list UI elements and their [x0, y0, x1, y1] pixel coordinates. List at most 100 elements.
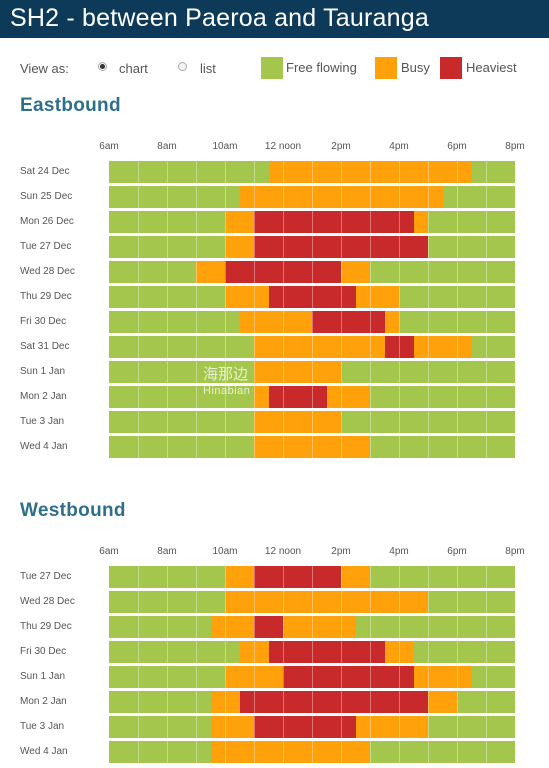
timeline-row	[109, 566, 515, 588]
hour-gridline	[138, 236, 139, 258]
hour-gridline	[341, 236, 342, 258]
timeline-row	[109, 261, 515, 283]
hour-gridline	[370, 591, 371, 613]
time-tick-label: 8am	[157, 141, 177, 152]
hour-gridline	[196, 236, 197, 258]
timeline-row	[109, 311, 515, 333]
hour-gridline	[225, 616, 226, 638]
timeline-row	[109, 186, 515, 208]
heaviest-segment	[283, 666, 414, 688]
hour-gridline	[428, 691, 429, 713]
timeline-row	[109, 361, 515, 383]
legend-label-busy: Busy	[401, 60, 430, 75]
day-label: Sat 24 Dec	[20, 166, 70, 177]
hour-gridline	[283, 211, 284, 233]
hour-gridline	[225, 186, 226, 208]
hour-gridline	[486, 741, 487, 763]
hour-gridline	[370, 311, 371, 333]
hour-gridline	[254, 161, 255, 183]
hour-gridline	[457, 161, 458, 183]
hour-gridline	[399, 691, 400, 713]
hour-gridline	[341, 666, 342, 688]
hour-gridline	[428, 386, 429, 408]
hour-gridline	[196, 666, 197, 688]
hour-gridline	[341, 741, 342, 763]
hour-gridline	[254, 261, 255, 283]
list-radio-label[interactable]: list	[200, 61, 216, 76]
hour-gridline	[167, 591, 168, 613]
time-tick-label: 6am	[99, 141, 119, 152]
hour-gridline	[486, 641, 487, 663]
hour-gridline	[486, 286, 487, 308]
hour-gridline	[283, 261, 284, 283]
hour-gridline	[370, 411, 371, 433]
hour-gridline	[312, 211, 313, 233]
hour-gridline	[138, 591, 139, 613]
hour-gridline	[428, 361, 429, 383]
list-radio[interactable]	[178, 62, 187, 71]
time-tick-label: 6pm	[447, 141, 467, 152]
legend-label-free-flowing: Free flowing	[286, 60, 357, 75]
hour-gridline	[457, 311, 458, 333]
hour-gridline	[428, 336, 429, 358]
hour-gridline	[428, 411, 429, 433]
hour-gridline	[225, 566, 226, 588]
hour-gridline	[428, 311, 429, 333]
hour-gridline	[341, 286, 342, 308]
hour-gridline	[428, 286, 429, 308]
hour-gridline	[138, 336, 139, 358]
hour-gridline	[167, 336, 168, 358]
hour-gridline	[312, 186, 313, 208]
hour-gridline	[254, 411, 255, 433]
time-tick-label: 4pm	[389, 546, 409, 557]
hour-gridline	[138, 411, 139, 433]
hour-gridline	[428, 741, 429, 763]
hour-gridline	[225, 311, 226, 333]
hour-gridline	[254, 741, 255, 763]
busy-segment	[210, 741, 370, 763]
hour-gridline	[399, 311, 400, 333]
hour-gridline	[399, 236, 400, 258]
hour-gridline	[225, 211, 226, 233]
hour-gridline	[225, 691, 226, 713]
hour-gridline	[341, 336, 342, 358]
hour-gridline	[225, 591, 226, 613]
hour-gridline	[341, 641, 342, 663]
hour-gridline	[138, 741, 139, 763]
hour-gridline	[457, 361, 458, 383]
chart-radio-label[interactable]: chart	[119, 61, 148, 76]
hour-gridline	[254, 566, 255, 588]
time-tick-label: 12 noon	[264, 141, 302, 152]
time-tick-label: 2pm	[331, 141, 351, 152]
chart-radio[interactable]	[98, 62, 107, 71]
hour-gridline	[312, 261, 313, 283]
hour-gridline	[167, 616, 168, 638]
hour-gridline	[167, 161, 168, 183]
hour-gridline	[283, 386, 284, 408]
day-label: Tue 27 Dec	[20, 241, 72, 252]
hour-gridline	[196, 386, 197, 408]
legend-swatch-free-flowing	[261, 57, 283, 79]
hour-gridline	[138, 286, 139, 308]
day-label: Mon 2 Jan	[20, 391, 67, 402]
hour-gridline	[370, 691, 371, 713]
hour-gridline	[138, 361, 139, 383]
hour-gridline	[370, 741, 371, 763]
hour-gridline	[254, 666, 255, 688]
hour-gridline	[283, 716, 284, 738]
hour-gridline	[486, 161, 487, 183]
hour-gridline	[225, 261, 226, 283]
hour-gridline	[196, 691, 197, 713]
hour-gridline	[428, 641, 429, 663]
hour-gridline	[428, 591, 429, 613]
timeline-row	[109, 716, 515, 738]
hour-gridline	[254, 311, 255, 333]
hour-gridline	[167, 386, 168, 408]
hour-gridline	[312, 161, 313, 183]
hour-gridline	[312, 311, 313, 333]
timeline-row	[109, 641, 515, 663]
day-label: Fri 30 Dec	[20, 316, 67, 327]
hour-gridline	[370, 716, 371, 738]
day-label: Wed 28 Dec	[20, 596, 75, 607]
day-label: Wed 4 Jan	[20, 441, 68, 452]
